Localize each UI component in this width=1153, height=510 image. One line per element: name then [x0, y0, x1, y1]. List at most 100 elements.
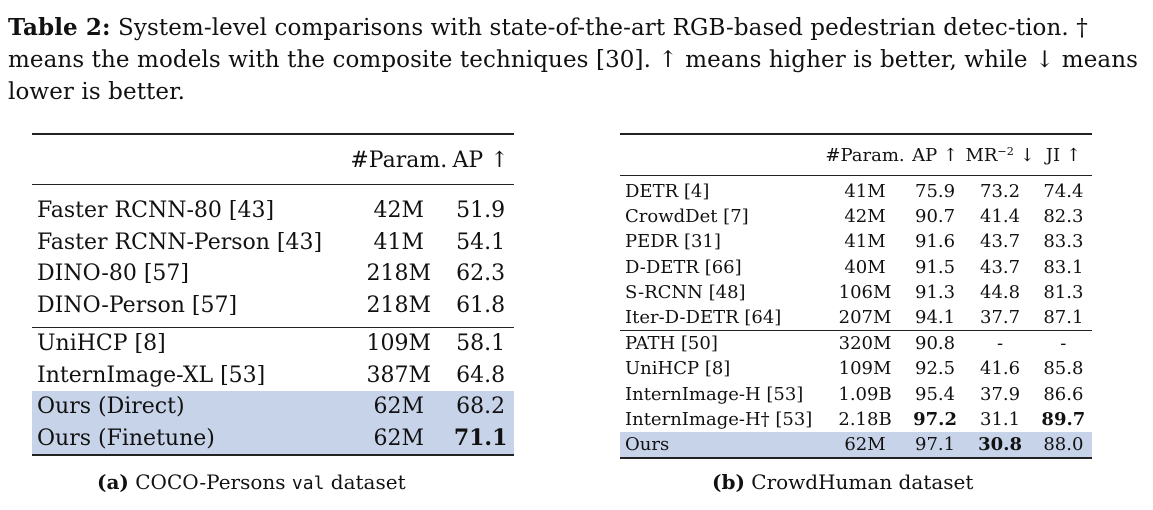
table-row-highlighted: Ours 62M 97.1 30.8 88.0 [620, 432, 1092, 459]
param-count: 320M [838, 333, 892, 355]
table-row: InternImage-XL [53] 387M 64.8 [32, 360, 514, 392]
ji-value: - [1060, 333, 1067, 355]
mr-value: 43.7 [980, 231, 1021, 253]
model-name: D-DETR [66] [625, 256, 742, 278]
col-header-ap: AP ↑ [452, 148, 509, 173]
table-row: InternImage-H† [53] 2.18B 97.2 31.1 89.7 [620, 407, 1092, 432]
param-count: 41M [373, 229, 425, 255]
table-row: S-RCNN [48] 106M 91.3 44.8 81.3 [620, 280, 1092, 305]
mr-value: 37.9 [980, 383, 1021, 405]
model-name: PATH [50] [625, 333, 718, 355]
ap-value: 61.8 [456, 292, 506, 318]
mr-value: 41.4 [980, 206, 1021, 228]
ap-value: 58.1 [456, 331, 506, 356]
mr-value: 31.1 [980, 408, 1021, 430]
table-row: PEDR [31] 41M 91.6 43.7 83.3 [620, 229, 1092, 254]
crowdhuman-table: #Param. AP ↑ MR−2 ↓ JI ↑ DETR [4] 41M 75.9… [620, 133, 1092, 459]
header-row: #Param. AP ↑ [32, 134, 514, 185]
ji-value: 86.6 [1043, 383, 1084, 405]
model-name: InternImage-H† [53] [625, 408, 813, 430]
ji-value: 85.8 [1043, 358, 1084, 380]
param-count: 41M [844, 231, 886, 253]
subcaption-text: CrowdHuman dataset [751, 470, 974, 494]
caption-label: Table 2: [8, 14, 111, 41]
model-name: InternImage-H [53] [625, 383, 804, 405]
param-count: 62M [350, 422, 448, 455]
param-count: 62M [825, 432, 905, 459]
ap-value: 91.3 [915, 281, 956, 303]
param-count: 218M [366, 292, 432, 318]
col-header-param: #Param. [350, 148, 448, 173]
param-count: 218M [366, 261, 432, 286]
ap-value-best: 71.1 [447, 422, 514, 455]
subcaption-a: (a) COCO-Persons val dataset [97, 470, 406, 494]
mr-value: 37.7 [980, 307, 1021, 329]
table-row-highlighted: Ours (Direct) 62M 68.2 [32, 391, 514, 423]
subcaption-split: val [291, 473, 325, 494]
ap-value: 97.1 [904, 432, 966, 459]
ji-value: 89.7 [1041, 408, 1086, 430]
model-name: DETR [4] [625, 181, 710, 202]
model-name: DINO-80 [57] [37, 261, 190, 286]
model-name: UniHCP [8] [625, 358, 731, 380]
ji-value: 74.4 [1043, 181, 1084, 202]
table-row: PATH [50] 320M 90.8 - - [620, 330, 1092, 357]
ap-value: 92.5 [915, 358, 956, 380]
ap-value: 90.8 [915, 333, 956, 355]
col-header-ap: AP ↑ [912, 144, 958, 166]
model-name: DINO-Person [57] [37, 292, 238, 318]
table-row: CrowdDet [7] 42M 90.7 41.4 82.3 [620, 204, 1092, 229]
mr-value: - [997, 333, 1004, 355]
ap-value: 75.9 [915, 181, 956, 202]
caption-text: System-level comparisons with state-of-t… [8, 15, 1139, 105]
param-count: 106M [838, 281, 892, 303]
table-row: DETR [4] 41M 75.9 73.2 74.4 [620, 179, 1092, 204]
ap-value: 68.2 [447, 391, 514, 423]
ji-value: 87.1 [1043, 307, 1084, 329]
coco-persons-table: #Param. AP ↑ Faster RCNN-80 [43] 42M 51.… [32, 133, 514, 456]
subcaption-text: COCO-Persons [135, 470, 286, 494]
ap-value: 95.4 [915, 383, 956, 405]
param-count: 62M [350, 391, 448, 423]
mr-value: 43.7 [980, 256, 1021, 278]
table-row: Faster RCNN-Person [43] 41M 54.1 [32, 227, 514, 259]
ji-value: 83.3 [1043, 231, 1084, 253]
table-group-2: PATH [50] 320M 90.8 - - UniHCP [8] 109M 92.5 41.… [620, 330, 1092, 459]
col-header-mr: MR−2 ↓ [965, 144, 1035, 166]
table-row: InternImage-H [53] 1.09B 95.4 37.9 86.6 [620, 382, 1092, 407]
mr-value: 44.8 [980, 281, 1021, 303]
mr-value: 73.2 [980, 181, 1021, 202]
ap-value: 51.9 [456, 198, 506, 223]
param-count: 109M [366, 331, 432, 356]
param-count: 42M [373, 198, 425, 223]
param-count: 42M [844, 206, 886, 228]
model-name: Faster RCNN-Person [43] [37, 229, 323, 255]
param-count: 1.09B [838, 383, 892, 405]
table-row: Iter-D-DETR [64] 207M 94.1 37.7 87.1 [620, 305, 1092, 331]
ji-value: 83.1 [1043, 256, 1084, 278]
ap-value: 64.8 [456, 362, 506, 388]
table-row: UniHCP [8] 109M 92.5 41.6 85.8 [620, 356, 1092, 381]
model-name: PEDR [31] [625, 231, 721, 253]
param-count: 41M [844, 181, 886, 202]
model-name: Ours (Direct) [32, 391, 351, 423]
param-count: 2.18B [838, 408, 892, 430]
header-row: #Param. AP ↑ MR−2 ↓ JI ↑ [620, 134, 1092, 176]
model-name: S-RCNN [48] [625, 281, 746, 303]
table-row: UniHCP [8] 109M 58.1 [32, 327, 514, 360]
ap-value: 62.3 [456, 261, 506, 286]
model-name: Faster RCNN-80 [43] [37, 198, 275, 223]
ji-value: 82.3 [1043, 206, 1084, 228]
ap-value: 97.2 [913, 408, 957, 430]
subcaption-text-end: dataset [330, 470, 406, 494]
param-count: 207M [838, 307, 892, 329]
model-name: CrowdDet [7] [625, 206, 749, 228]
table-caption: Table 2: System-level comparisons with s… [8, 12, 1148, 108]
ap-value: 91.5 [915, 256, 956, 278]
param-count: 109M [838, 358, 892, 380]
model-name: UniHCP [8] [37, 331, 166, 356]
ap-value: 91.6 [915, 231, 956, 253]
table-row: D-DETR [66] 40M 91.5 43.7 83.1 [620, 255, 1092, 280]
table-row-highlighted: Ours (Finetune) 62M 71.1 [32, 422, 514, 455]
table-row: DINO-80 [57] 218M 62.3 [32, 258, 514, 290]
